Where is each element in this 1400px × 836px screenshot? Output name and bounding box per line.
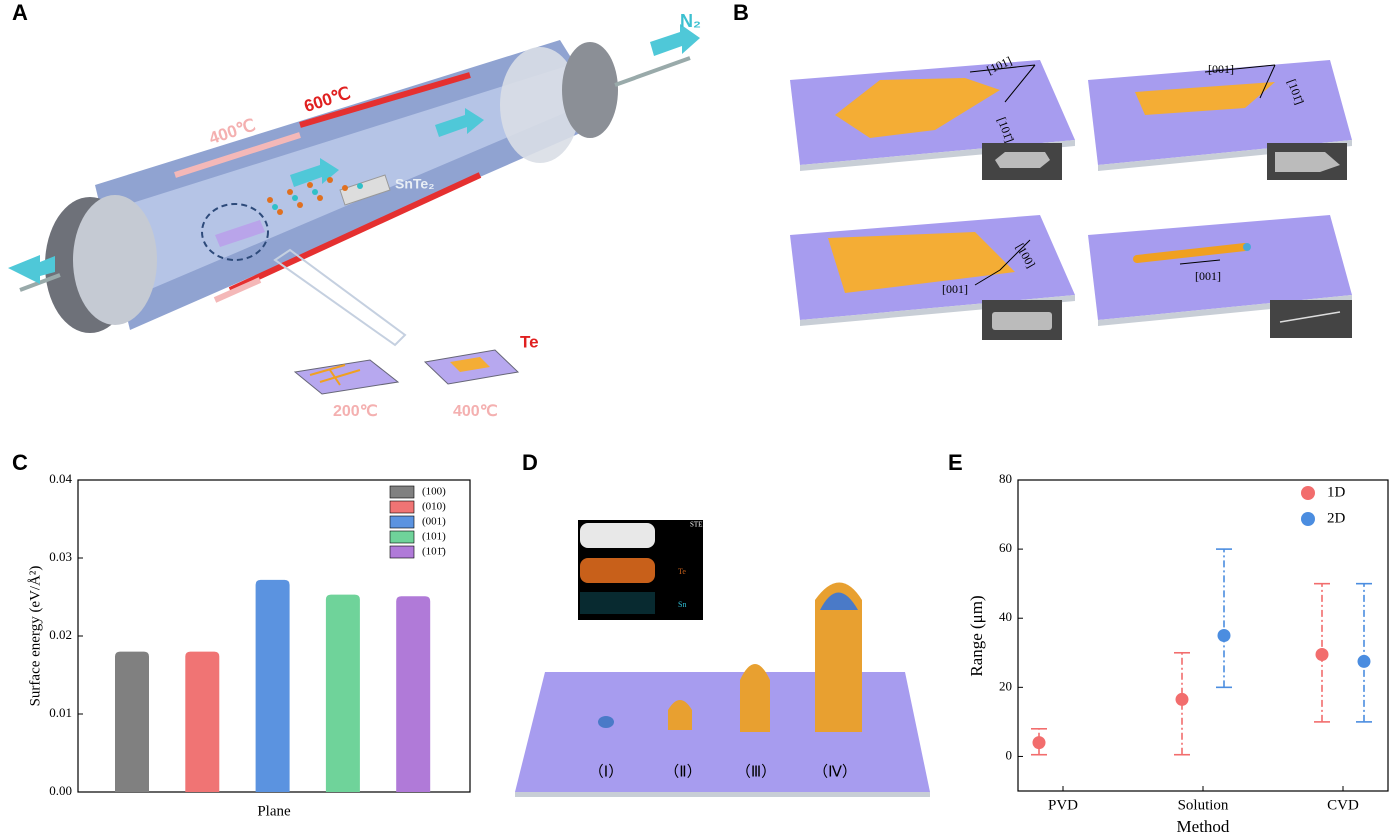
x-tick-label: PVD (1048, 797, 1078, 813)
y-tick-label: 0.00 (49, 783, 72, 798)
direction-label: [001] (942, 282, 968, 296)
x-tick-label: Solution (1178, 797, 1229, 813)
legend-swatch (389, 500, 415, 514)
y-tick-label: 0 (1006, 747, 1013, 762)
product-label: Te (520, 332, 539, 351)
stage-label: （Ⅳ） (813, 763, 857, 780)
y-tick-label: 40 (999, 609, 1012, 624)
x-axis-title: Plane (257, 803, 291, 819)
gas-label: N₂ (680, 11, 701, 31)
bar (396, 596, 431, 792)
y-tick-label: 0.01 (49, 705, 72, 720)
panel-label: C (12, 450, 28, 475)
legend-label: (001) (422, 516, 446, 528)
legend-label: (101) (422, 531, 446, 543)
bar (115, 651, 149, 792)
legend-label: 1D (1327, 484, 1346, 500)
furnace-illustration (8, 24, 700, 395)
legend-swatch (389, 515, 415, 529)
legend-label: 2D (1327, 510, 1346, 526)
panel-label: A (12, 0, 28, 25)
source-label: SnTe₂ (395, 176, 434, 192)
direction-label: [001] (1208, 62, 1234, 76)
plot-frame (1017, 479, 1389, 792)
bar (255, 579, 290, 792)
y-tick-label: 0.03 (49, 549, 72, 564)
panel-label: B (733, 0, 749, 25)
y-tick-label: 0.04 (49, 471, 72, 486)
point (1357, 654, 1371, 668)
point (1315, 648, 1329, 662)
legend-marker (1301, 486, 1315, 500)
direction-label: [001] (1195, 269, 1221, 283)
bar (185, 651, 220, 792)
point (1175, 692, 1189, 706)
y-tick-label: 0.02 (49, 627, 72, 642)
panel-label: E (948, 450, 963, 475)
legend-swatch (389, 545, 415, 559)
bar (325, 594, 360, 792)
x-tick-label: CVD (1327, 797, 1359, 813)
legend-label: (101̄) (422, 546, 446, 558)
y-tick-label: 20 (999, 678, 1012, 693)
point (1032, 736, 1046, 750)
legend-swatch (389, 530, 415, 544)
inset-label: Te (678, 567, 686, 576)
point (1217, 629, 1231, 642)
legend-label: (100) (422, 486, 446, 498)
panel-label: D (522, 450, 538, 475)
x-axis-title: Method (1177, 817, 1230, 836)
y-axis-title: Range (μm) (967, 595, 986, 676)
crystal-shapes (790, 60, 1352, 340)
y-axis-title: Surface energy (eV/Å²) (27, 566, 43, 707)
inset-title: STEM HAADF detector (690, 521, 759, 529)
temp-label: 400℃ (453, 403, 498, 420)
legend-label: (010) (422, 501, 446, 513)
stage-label: （Ⅰ） (589, 763, 623, 780)
legend-swatch (389, 485, 415, 499)
growth-illustration (515, 520, 930, 797)
stage-label: （Ⅱ） (664, 763, 701, 780)
inset-label: Sn (678, 600, 686, 609)
legend-marker (1301, 512, 1315, 526)
temp-label: 200℃ (333, 403, 378, 420)
y-tick-label: 60 (999, 540, 1012, 555)
stage-label: （Ⅲ） (736, 763, 776, 780)
y-tick-label: 80 (999, 471, 1012, 486)
